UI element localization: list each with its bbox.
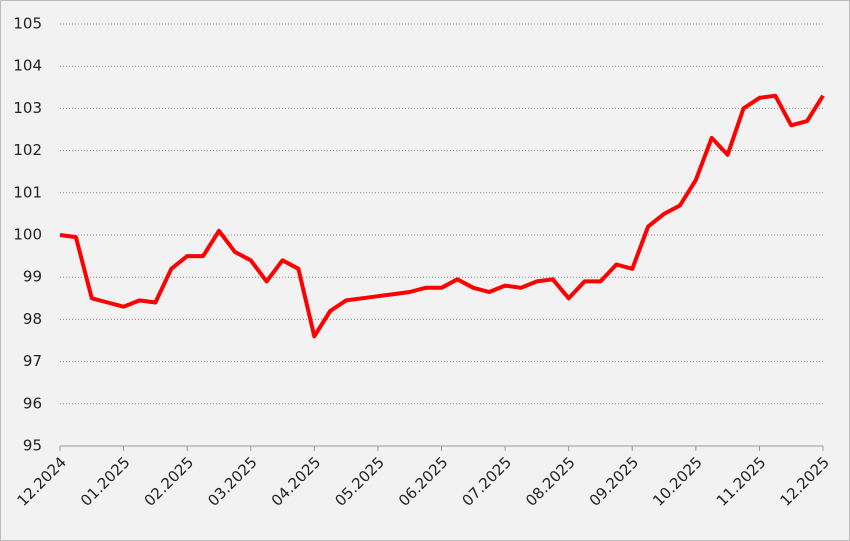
- x-tick-label: 06.2025: [395, 453, 452, 510]
- x-tick-label: 08.2025: [522, 453, 579, 510]
- y-tick-label: 99: [23, 268, 42, 286]
- y-tick-label: 100: [13, 226, 42, 244]
- y-tick-label: 103: [13, 99, 42, 117]
- y-tick-label: 101: [13, 183, 42, 201]
- x-tick-label: 10.2025: [649, 453, 706, 510]
- data-line: [59, 93, 825, 339]
- y-tick-label: 96: [23, 394, 42, 412]
- y-tick-label: 97: [23, 352, 42, 370]
- x-tick-label: 12.2025: [776, 453, 833, 510]
- x-tick-label: 04.2025: [268, 453, 325, 510]
- x-tick-label: 01.2025: [77, 453, 134, 510]
- x-tick-label: 07.2025: [459, 453, 516, 510]
- x-tick-label: 11.2025: [713, 453, 770, 510]
- x-tick-label: 05.2025: [331, 453, 388, 510]
- y-tick-label: 98: [23, 310, 42, 328]
- x-tick-label: 03.2025: [204, 453, 261, 510]
- x-tick-label: 12.2024: [13, 453, 70, 510]
- x-tick-label: 09.2025: [586, 453, 643, 510]
- x-tick-label: 02.2025: [141, 453, 198, 510]
- y-tick-label: 104: [13, 57, 42, 75]
- y-tick-label: 105: [13, 15, 42, 33]
- y-tick-label: 102: [13, 141, 42, 159]
- y-tick-label: 95: [23, 437, 42, 455]
